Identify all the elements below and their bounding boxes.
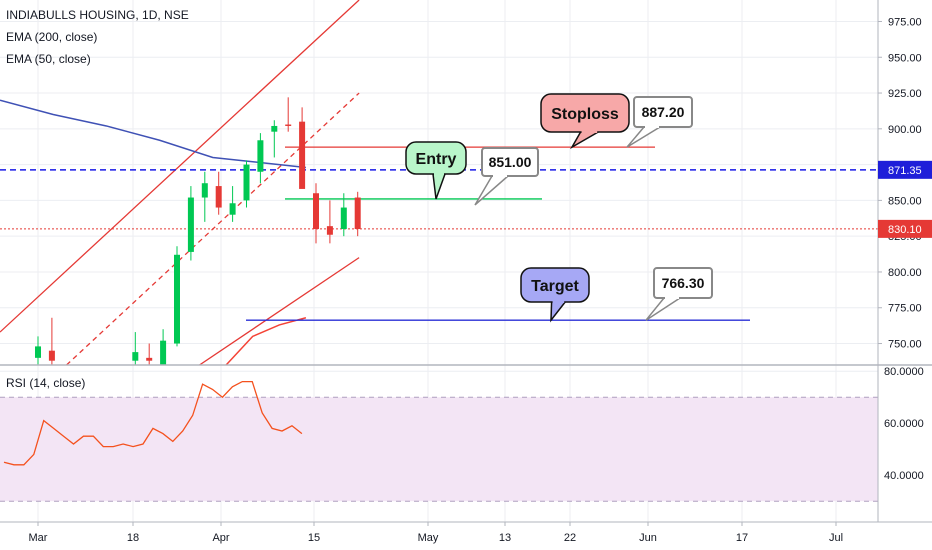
price-tick-label: 900.00 [888, 124, 922, 136]
entry-value-callout-tail [474, 175, 509, 206]
time-tick-label: Jun [639, 532, 657, 544]
candle-body [229, 203, 236, 215]
target-callout-tail-joint [552, 300, 565, 303]
ema-lines [0, 99, 307, 365]
time-tick-label: Apr [212, 532, 229, 544]
rsi-tick-label: 40.0000 [884, 470, 924, 482]
candle-body [354, 197, 361, 230]
last-close-tag [878, 219, 932, 238]
stoploss-callout-tail [569, 131, 601, 150]
stoploss-value-callout: 887.20 [626, 96, 693, 148]
candle-body [313, 193, 319, 230]
candle-body [160, 340, 167, 365]
candle-body [285, 124, 292, 126]
last-close-label: 830.10 [888, 224, 922, 236]
current-price-tag [878, 160, 932, 179]
price-tick-label: 950.00 [888, 52, 922, 64]
ema200-legend: EMA (200, close) [6, 30, 98, 44]
target-value-callout-value: 766.30 [662, 275, 705, 291]
stoploss-value-callout-tail [626, 126, 661, 148]
stoploss-value-callout-tail-joint [645, 125, 659, 128]
time-tick-label: 13 [499, 532, 511, 544]
time-tick-label: 15 [308, 532, 320, 544]
price-tick-label: 750.00 [888, 339, 922, 351]
entry-callout-label: Entry [416, 151, 457, 168]
candle-body [271, 125, 278, 132]
rsi-polyline [3, 380, 303, 466]
rsi-tick-label: 80.0000 [884, 366, 924, 378]
channel-lower-line [199, 257, 360, 365]
entry-value-callout-box [481, 147, 539, 177]
rsi-band [0, 396, 878, 502]
price-tick-label: 925.00 [888, 88, 922, 100]
channel-upper-line [0, 0, 360, 333]
time-tick-label: May [418, 532, 439, 544]
candle-body [146, 357, 153, 361]
level-lines[interactable] [0, 146, 878, 321]
stoploss-callout-label: Stoploss [551, 106, 619, 123]
stoploss-value-callout-box [633, 96, 693, 128]
candle-body [132, 352, 139, 361]
entry-callout-tail [432, 173, 447, 200]
symbol-legend: INDIABULLS HOUSING, 1D, NSE [6, 8, 189, 22]
ema50-legend: EMA (50, close) [6, 52, 91, 66]
ema200-line [0, 99, 306, 169]
price-tick-label: 975.00 [888, 16, 922, 28]
price-tick-label: 800.00 [888, 267, 922, 279]
entry-value-callout-value: 851.00 [489, 154, 532, 170]
target-value-callout-tail-joint [665, 296, 679, 299]
time-tick-label: 17 [736, 532, 748, 544]
rsi-tick-label: 60.0000 [884, 418, 924, 430]
candle-body [174, 254, 180, 344]
candle-body [326, 226, 333, 235]
time-tick-label: 18 [127, 532, 139, 544]
rsi-legend: RSI (14, close) [6, 376, 86, 390]
target-value-callout-tail [645, 297, 681, 321]
target-callout: Target [520, 267, 590, 323]
target-value-callout: 766.30 [645, 267, 713, 321]
candle-body [35, 346, 41, 358]
target-callout-tail [550, 301, 567, 323]
candle-body [215, 186, 222, 208]
price-tick-label: 775.00 [888, 303, 922, 315]
callouts[interactable]: Stoploss 887.20 Entry 851.00 Target 766.30 [405, 93, 713, 323]
stoploss-value-callout-value: 887.20 [642, 104, 685, 120]
candle-body [201, 183, 208, 198]
stoploss-callout-tail-joint [581, 130, 598, 133]
time-tick-label: Mar [29, 532, 48, 544]
rsi-line [3, 380, 303, 466]
price-tick-label: 850.00 [888, 195, 922, 207]
target-callout-label: Target [531, 278, 579, 295]
candle-body [48, 350, 55, 361]
candle-body [340, 207, 347, 230]
entry-value-callout: 851.00 [474, 147, 539, 206]
time-tick-label: Jul [829, 532, 843, 544]
entry-value-callout-tail-joint [493, 174, 507, 177]
entry-callout: Entry [405, 141, 467, 200]
ema50-line [225, 317, 307, 365]
stoploss-callout: Stoploss [540, 93, 630, 150]
candle-body [299, 121, 306, 189]
current-price-label: 871.35 [888, 165, 922, 177]
target-value-callout-box [653, 267, 713, 299]
candle-body [187, 197, 194, 252]
candles [35, 97, 361, 365]
candle-body [243, 164, 250, 201]
entry-callout-tail-joint [434, 172, 444, 175]
candle-body [257, 140, 264, 172]
time-tick-label: 22 [564, 532, 576, 544]
rsi-band-fill [0, 397, 878, 502]
